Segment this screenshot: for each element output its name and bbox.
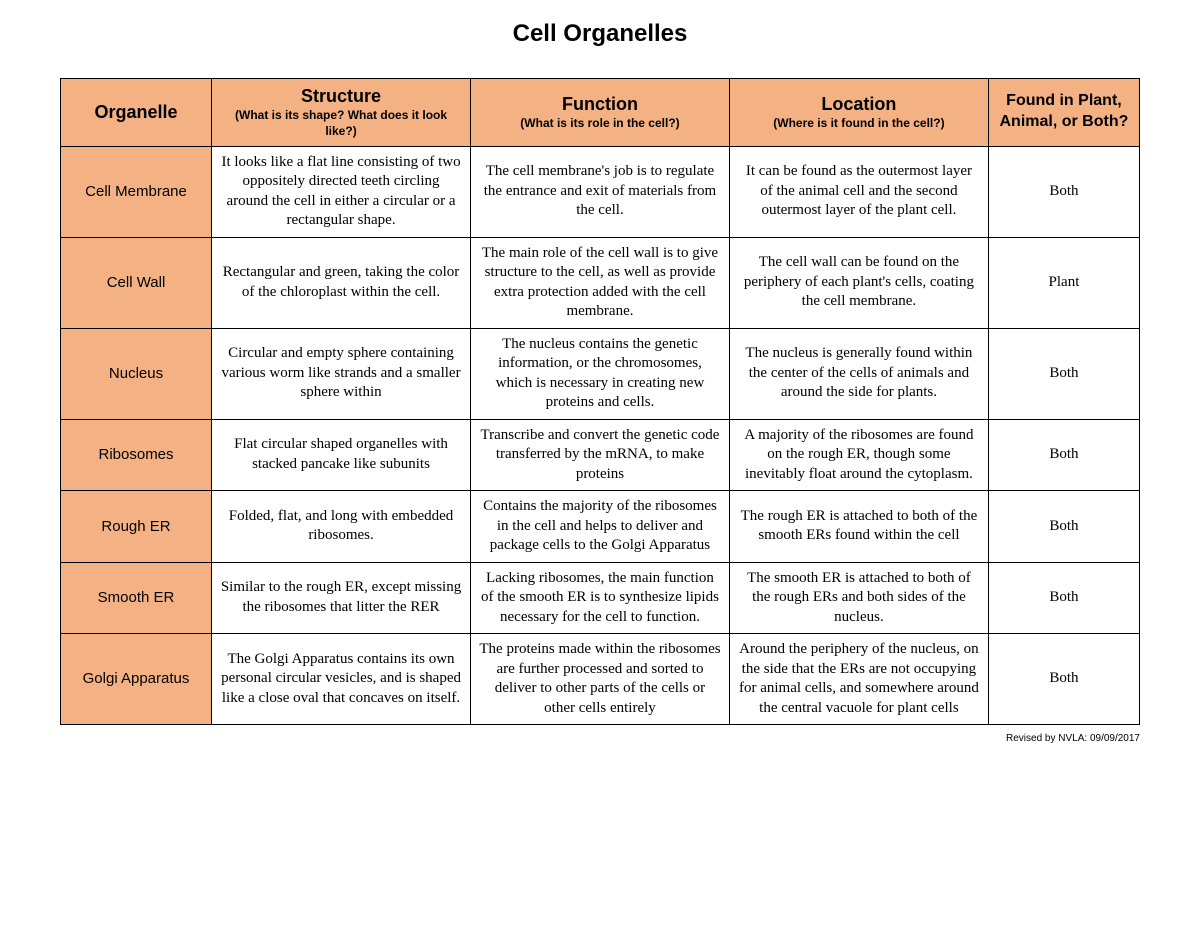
found-cell: Both [988,419,1139,491]
function-cell: Contains the majority of the ribosomes i… [471,491,730,563]
structure-cell: Rectangular and green, taking the color … [212,237,471,328]
location-cell: A majority of the ribosomes are found on… [729,419,988,491]
structure-cell: It looks like a flat line consisting of … [212,146,471,237]
col-title: Location [738,93,980,116]
structure-cell: Similar to the rough ER, except missing … [212,562,471,634]
function-cell: The proteins made within the ribosomes a… [471,634,730,725]
organelle-name: Cell Membrane [61,146,212,237]
table-row: Golgi ApparatusThe Golgi Apparatus conta… [61,634,1140,725]
found-cell: Both [988,146,1139,237]
table-row: Rough ERFolded, flat, and long with embe… [61,491,1140,563]
col-structure: Structure (What is its shape? What does … [212,79,471,147]
location-cell: The smooth ER is attached to both of the… [729,562,988,634]
location-cell: The nucleus is generally found within th… [729,328,988,419]
function-cell: Lacking ribosomes, the main function of … [471,562,730,634]
function-cell: The main role of the cell wall is to giv… [471,237,730,328]
function-cell: The nucleus contains the genetic informa… [471,328,730,419]
structure-cell: Folded, flat, and long with embedded rib… [212,491,471,563]
table-row: Cell MembraneIt looks like a flat line c… [61,146,1140,237]
location-cell: The rough ER is attached to both of the … [729,491,988,563]
organelle-name: Smooth ER [61,562,212,634]
table-row: RibosomesFlat circular shaped organelles… [61,419,1140,491]
organelle-name: Nucleus [61,328,212,419]
col-title: Function [479,93,721,116]
found-cell: Both [988,634,1139,725]
col-organelle: Organelle [61,79,212,147]
col-title: Found in Plant, Animal, or Both? [997,91,1131,133]
found-cell: Plant [988,237,1139,328]
page-title: Cell Organelles [60,20,1140,48]
table-header-row: Organelle Structure (What is its shape? … [61,79,1140,147]
found-cell: Both [988,562,1139,634]
col-sub: (What is its shape? What does it look li… [220,108,462,139]
footer-note: Revised by NVLA: 09/09/2017 [60,733,1140,744]
table-row: NucleusCircular and empty sphere contain… [61,328,1140,419]
col-function: Function (What is its role in the cell?) [471,79,730,147]
structure-cell: The Golgi Apparatus contains its own per… [212,634,471,725]
table-body: Cell MembraneIt looks like a flat line c… [61,146,1140,725]
function-cell: Transcribe and convert the genetic code … [471,419,730,491]
col-found: Found in Plant, Animal, or Both? [988,79,1139,147]
structure-cell: Circular and empty sphere containing var… [212,328,471,419]
structure-cell: Flat circular shaped organelles with sta… [212,419,471,491]
organelle-name: Rough ER [61,491,212,563]
location-cell: It can be found as the outermost layer o… [729,146,988,237]
col-title: Organelle [69,101,203,124]
function-cell: The cell membrane's job is to regulate t… [471,146,730,237]
table-row: Smooth ERSimilar to the rough ER, except… [61,562,1140,634]
found-cell: Both [988,328,1139,419]
location-cell: Around the periphery of the nucleus, on … [729,634,988,725]
location-cell: The cell wall can be found on the periph… [729,237,988,328]
col-title: Structure [220,85,462,108]
col-location: Location (Where is it found in the cell?… [729,79,988,147]
organelle-name: Ribosomes [61,419,212,491]
organelle-name: Cell Wall [61,237,212,328]
found-cell: Both [988,491,1139,563]
col-sub: (Where is it found in the cell?) [738,116,980,132]
organelle-table: Organelle Structure (What is its shape? … [60,78,1140,725]
organelle-name: Golgi Apparatus [61,634,212,725]
col-sub: (What is its role in the cell?) [479,116,721,132]
table-row: Cell WallRectangular and green, taking t… [61,237,1140,328]
